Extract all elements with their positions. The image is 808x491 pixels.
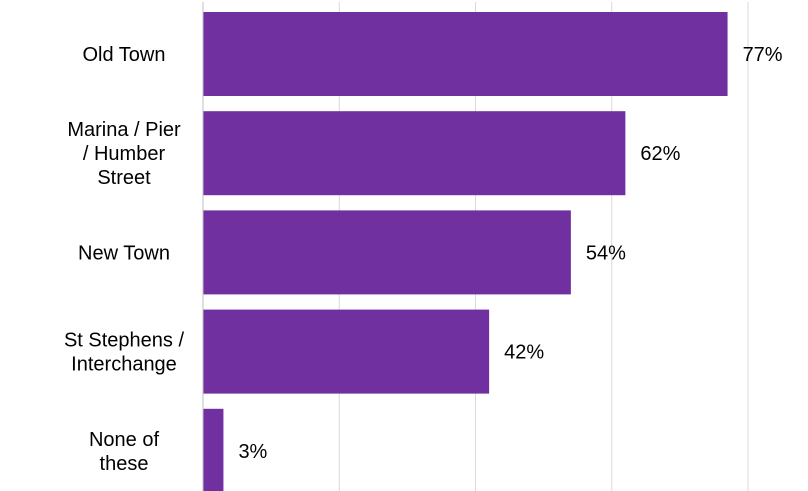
category-label-line: Marina / Pier bbox=[67, 119, 181, 141]
bar bbox=[203, 309, 490, 394]
category-label-line: New Town bbox=[78, 242, 170, 264]
bar-series bbox=[203, 12, 728, 491]
data-label: 54% bbox=[586, 242, 626, 264]
category-label-line: St Stephens / bbox=[64, 330, 185, 352]
data-label: 3% bbox=[238, 441, 267, 463]
bar bbox=[203, 12, 728, 96]
bar bbox=[203, 111, 626, 196]
category-label: New Town bbox=[78, 242, 170, 264]
bar bbox=[203, 210, 571, 295]
bar bbox=[203, 408, 224, 491]
category-label: None of these bbox=[89, 429, 159, 475]
category-label: Marina / Pier / Humber Street bbox=[67, 119, 181, 189]
category-label-line: Street bbox=[97, 167, 151, 189]
category-label-line: these bbox=[100, 453, 149, 475]
category-label-line: None of bbox=[89, 429, 159, 451]
category-label-line: / Humber bbox=[83, 143, 166, 165]
category-label-line: Interchange bbox=[71, 354, 177, 376]
category-labels: Old Town Marina / Pier / Humber Street New T… bbox=[64, 44, 185, 475]
category-label: Old Town bbox=[82, 44, 165, 66]
data-label: 77% bbox=[743, 44, 783, 66]
data-label: 62% bbox=[640, 143, 680, 165]
category-label-line: Old Town bbox=[82, 44, 165, 66]
data-labels: 77% 62% 54% 42% 3% bbox=[238, 44, 782, 463]
data-label: 42% bbox=[504, 342, 544, 364]
category-label: St Stephens / Interchange bbox=[64, 330, 185, 376]
